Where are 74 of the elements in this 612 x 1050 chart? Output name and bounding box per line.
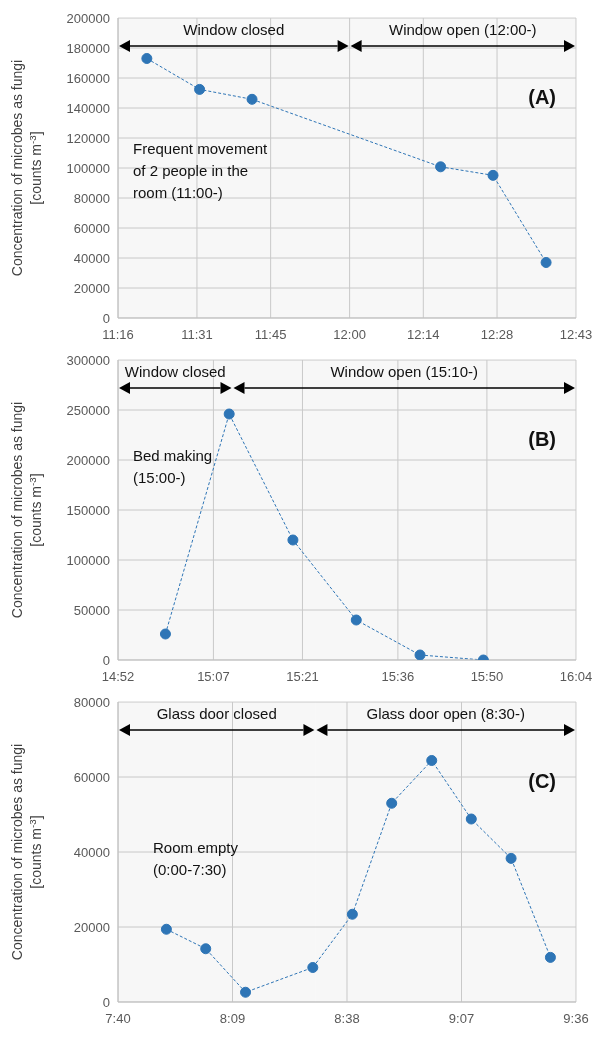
y-tick-label: 250000 — [66, 402, 110, 418]
point — [414, 649, 426, 660]
point — [200, 943, 212, 955]
x-tick-label: 8:09 — [219, 1011, 246, 1027]
y-tick-label: 0 — [102, 994, 110, 1010]
y-tick-label: 200000 — [66, 10, 110, 26]
y-tick-label: 120000 — [66, 130, 110, 146]
x-tick-label: 8:38 — [334, 1011, 360, 1027]
x-tick-label: 14:52 — [101, 669, 135, 685]
x-tick-label: 15:36 — [381, 669, 415, 685]
annotation: (A) — [528, 86, 556, 109]
band-label: Glass door open (8:30-) — [366, 705, 525, 722]
x-tick-label: 9:07 — [448, 1011, 475, 1027]
y-tick-label: 20000 — [73, 280, 110, 296]
point — [386, 797, 398, 809]
y-tick-label: 40000 — [73, 250, 110, 266]
point — [465, 813, 477, 825]
point — [159, 628, 171, 640]
x-tick-label: 12:00 — [333, 327, 366, 343]
annotation: (C) — [528, 770, 556, 793]
y-tick-label: 150000 — [66, 502, 110, 518]
y-tick-label: 100000 — [66, 552, 110, 568]
point — [487, 169, 499, 181]
y-tick-label: 140000 — [66, 100, 110, 116]
point — [246, 93, 258, 105]
x-tick-label: 11:45 — [254, 327, 287, 343]
annotation: Room empty (0:00-7:30) — [153, 838, 239, 880]
point — [426, 755, 438, 766]
y-tick-label: 80000 — [73, 694, 110, 710]
annotation: Bed making (15:00-) — [133, 446, 213, 488]
y-tick-label: 300000 — [66, 352, 110, 368]
point — [505, 852, 517, 864]
x-tick-label: 16:04 — [559, 669, 593, 685]
x-tick-label: 15:50 — [470, 669, 504, 685]
y-tick-label: 0 — [102, 652, 110, 668]
y-tick-label: 50000 — [73, 602, 110, 618]
y-tick-label: 100000 — [66, 160, 110, 176]
band-label: Window closed — [124, 363, 226, 380]
point — [540, 257, 552, 268]
band-label: Window closed — [183, 21, 285, 38]
y-tick-label: 0 — [102, 310, 110, 326]
band-label: Window open (12:00-) — [389, 21, 537, 38]
point — [435, 161, 447, 173]
point — [141, 53, 153, 64]
point — [346, 908, 358, 920]
x-tick-label: 11:16 — [102, 327, 134, 343]
y-tick-label: 200000 — [66, 452, 110, 468]
point — [240, 986, 252, 998]
point — [307, 962, 319, 973]
y-tick-label: 60000 — [73, 769, 110, 785]
point — [544, 951, 556, 963]
point — [287, 534, 299, 546]
y-tick-label: 80000 — [73, 190, 110, 206]
point — [223, 408, 235, 420]
band-label: Window open (15:10-) — [330, 363, 479, 380]
band-label: Glass door closed — [156, 705, 277, 722]
x-tick-label: 12:28 — [480, 327, 514, 343]
x-tick-label: 7:40 — [105, 1011, 131, 1027]
x-tick-label: 12:43 — [559, 327, 593, 343]
annotation: Frequent movement of 2 people in the room (11:00-) — [133, 139, 268, 203]
point — [350, 614, 362, 626]
x-tick-label: 9:36 — [563, 1011, 589, 1027]
x-tick-label: 11:31 — [181, 327, 213, 343]
point — [160, 923, 172, 935]
x-tick-label: 15:07 — [197, 669, 230, 685]
y-tick-label: 160000 — [66, 70, 110, 86]
y-tick-label: 180000 — [66, 40, 110, 56]
x-tick-label: 12:14 — [407, 327, 440, 343]
y-tick-label: 60000 — [73, 220, 110, 236]
x-tick-label: 15:21 — [286, 669, 319, 685]
point — [194, 83, 206, 95]
y-tick-label: 20000 — [73, 919, 110, 935]
y-tick-label: 40000 — [73, 844, 110, 860]
annotation: (B) — [528, 428, 556, 451]
